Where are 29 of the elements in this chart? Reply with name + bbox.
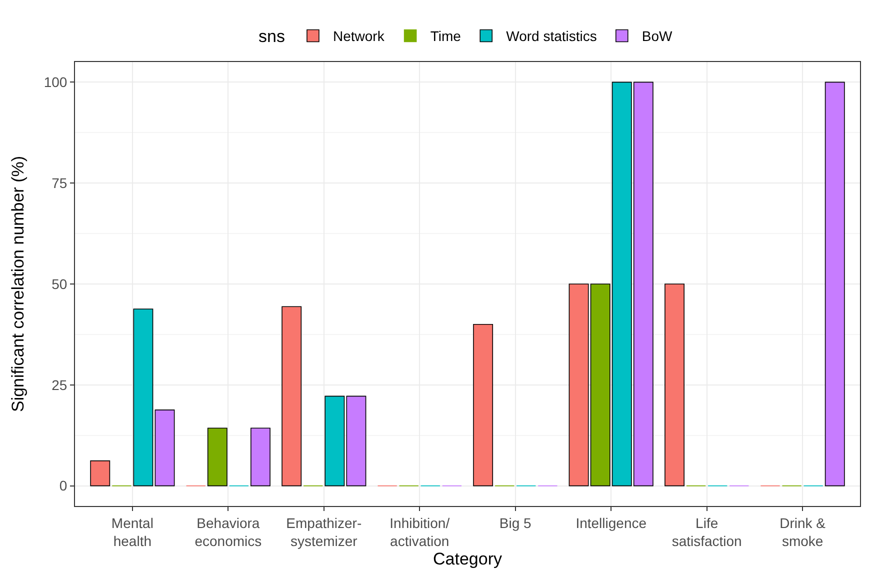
y-tick-label: 50 — [52, 276, 68, 292]
x-tick-label: Behaviora economics — [194, 514, 262, 549]
x-axis-title: Category — [433, 549, 502, 568]
y-tick-label: 75 — [52, 174, 68, 191]
x-tick-label: Mental health — [111, 514, 154, 549]
legend-title: sns — [258, 27, 285, 46]
y-tick-label: 25 — [52, 376, 68, 393]
y-axis-title: Significant correlation number (%) — [8, 156, 28, 412]
x-tick-label: Big 5 — [499, 514, 532, 531]
legend-label: Network — [332, 28, 386, 44]
x-tick-label: Life satisfaction — [672, 514, 742, 549]
bar — [207, 428, 228, 486]
bar — [154, 410, 175, 486]
bar — [250, 428, 270, 486]
y-tick-label: 100 — [44, 74, 68, 90]
bar — [664, 284, 684, 486]
legend-label: BoW — [642, 28, 674, 44]
bar — [133, 308, 154, 486]
x-tick-label: Drink & smoke — [780, 514, 826, 549]
x-tick-label: Inhibition/ activation — [390, 514, 450, 549]
legend-label: Time — [430, 28, 462, 44]
bar — [90, 460, 110, 486]
y-tick-label: 0 — [59, 478, 68, 494]
bar — [824, 82, 845, 486]
legend-label: Word statistics — [506, 28, 597, 44]
bar — [282, 306, 302, 486]
x-tick-label: Intelligence — [576, 514, 647, 531]
x-tick-label: Empathizer- systemizer — [286, 514, 362, 549]
bar — [473, 324, 494, 486]
